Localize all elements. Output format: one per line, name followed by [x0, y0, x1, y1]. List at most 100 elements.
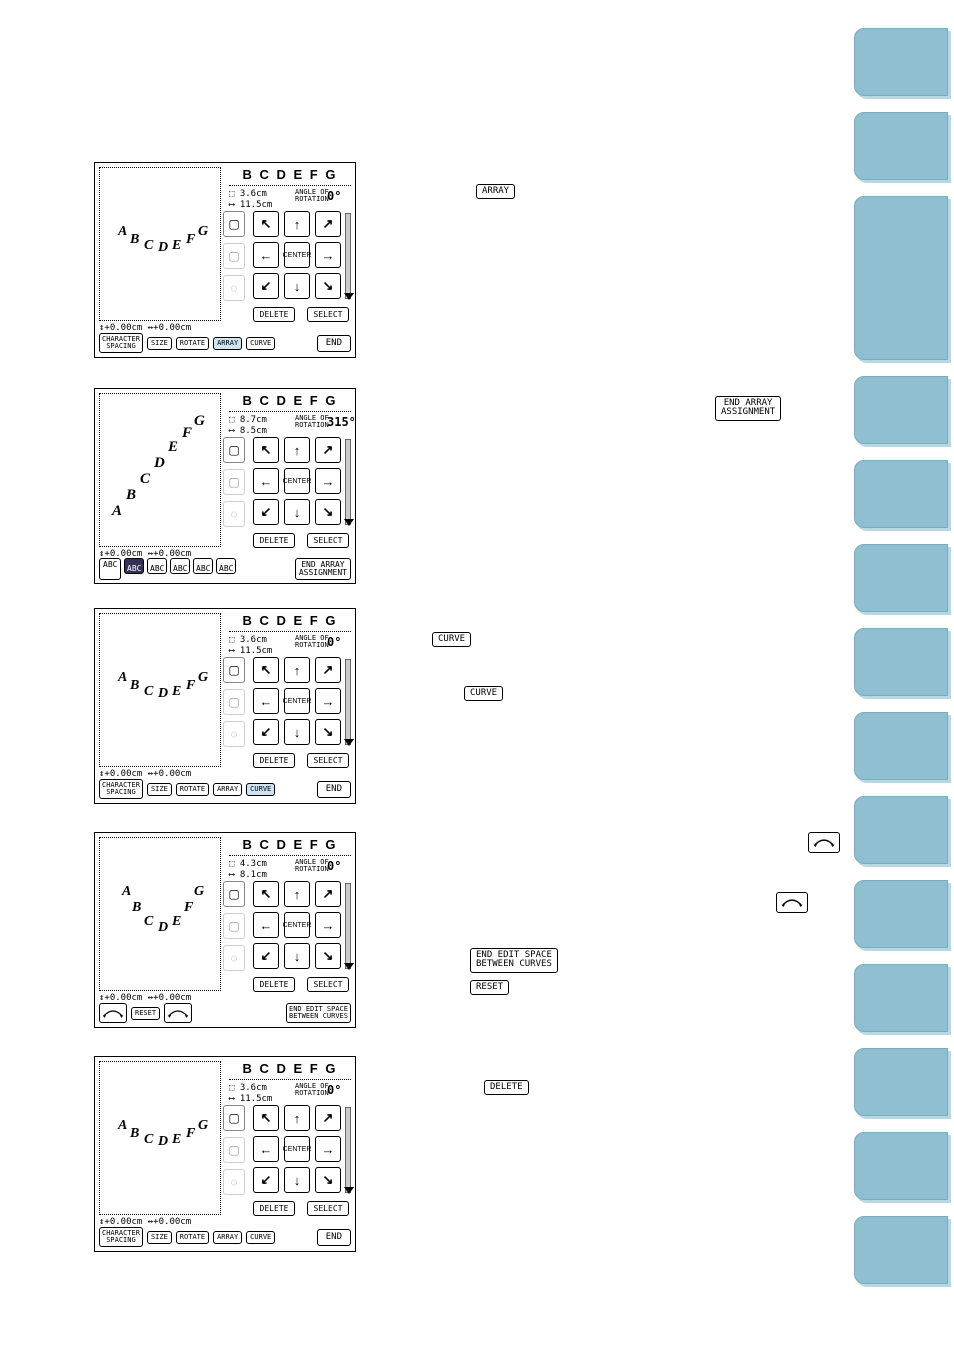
array-button[interactable]: ARRAY	[213, 337, 242, 350]
arrow-down-left-button[interactable]: ↙	[253, 499, 279, 525]
arrow-left-button[interactable]: ←	[253, 242, 279, 268]
arrow-right-button[interactable]: →	[315, 688, 341, 714]
delete-button[interactable]: DELETE	[253, 1201, 295, 1216]
arrow-up-left-button[interactable]: ↖	[253, 881, 279, 907]
size-button[interactable]: SIZE	[147, 337, 172, 350]
delete-button[interactable]: DELETE	[253, 977, 295, 992]
arrow-up-right-button[interactable]: ↗	[315, 657, 341, 683]
side-tab[interactable]	[854, 1216, 948, 1284]
center-button[interactable]: CENTER	[284, 468, 310, 494]
array-style-button[interactable]: ABC	[147, 558, 167, 574]
display-mode-icon[interactable]: ◌	[223, 275, 245, 301]
curve-button[interactable]: CURVE	[246, 783, 275, 796]
arrow-up-button[interactable]: ↑	[284, 881, 310, 907]
speed-slider[interactable]	[345, 659, 351, 745]
curve-narrow-button[interactable]	[99, 1003, 127, 1023]
ref-button[interactable]: DELETE	[484, 1080, 529, 1095]
delete-button[interactable]: DELETE	[253, 533, 295, 548]
end-button[interactable]: END	[317, 781, 351, 798]
arrow-up-right-button[interactable]: ↗	[315, 211, 341, 237]
arrow-right-button[interactable]: →	[315, 242, 341, 268]
arrow-up-right-button[interactable]: ↗	[315, 1105, 341, 1131]
ref-button[interactable]: CURVE	[432, 632, 471, 647]
array-style-button[interactable]: ABC	[99, 558, 121, 579]
display-mode-icon[interactable]: ▢	[223, 1105, 245, 1131]
select-button[interactable]: SELECT	[307, 753, 349, 768]
delete-button[interactable]: DELETE	[253, 307, 295, 322]
speed-slider[interactable]	[345, 883, 351, 969]
arrow-up-button[interactable]: ↑	[284, 1105, 310, 1131]
side-tab[interactable]	[854, 544, 948, 612]
array-button[interactable]: ARRAY	[213, 783, 242, 796]
side-tab[interactable]	[854, 628, 948, 696]
end-array-button[interactable]: END ARRAYASSIGNMENT	[295, 558, 351, 579]
side-tab[interactable]	[854, 712, 948, 780]
arrow-down-button[interactable]: ↓	[284, 499, 310, 525]
arrow-down-right-button[interactable]: ↘	[315, 499, 341, 525]
end-curve-button[interactable]: END EDIT SPACEBETWEEN CURVES	[286, 1003, 351, 1022]
curve-icon-button[interactable]	[808, 832, 840, 853]
display-mode-icon[interactable]: ◌	[223, 945, 245, 971]
arrow-down-left-button[interactable]: ↙	[253, 273, 279, 299]
arrow-right-button[interactable]: →	[315, 912, 341, 938]
curve-wide-button[interactable]	[164, 1003, 192, 1023]
center-button[interactable]: CENTER	[284, 242, 310, 268]
side-tab[interactable]	[854, 1132, 948, 1200]
side-tab[interactable]	[854, 964, 948, 1032]
display-mode-icon[interactable]: ▢	[223, 657, 245, 683]
arrow-up-button[interactable]: ↑	[284, 437, 310, 463]
curve-button[interactable]: CURVE	[246, 1231, 275, 1244]
arrow-up-right-button[interactable]: ↗	[315, 881, 341, 907]
size-button[interactable]: SIZE	[147, 783, 172, 796]
side-tab[interactable]	[854, 460, 948, 528]
ref-button[interactable]: ARRAY	[476, 184, 515, 199]
ref-button[interactable]: RESET	[470, 980, 509, 995]
array-style-button[interactable]: ABC	[170, 558, 190, 574]
display-mode-icon[interactable]: ▢	[223, 689, 245, 715]
arrow-down-left-button[interactable]: ↙	[253, 719, 279, 745]
arrow-up-left-button[interactable]: ↖	[253, 1105, 279, 1131]
charspacing-button[interactable]: CHARACTERSPACING	[99, 333, 143, 352]
display-mode-icon[interactable]: ▢	[223, 437, 245, 463]
arrow-up-button[interactable]: ↑	[284, 657, 310, 683]
size-button[interactable]: SIZE	[147, 1231, 172, 1244]
speed-slider[interactable]	[345, 213, 351, 299]
select-button[interactable]: SELECT	[307, 1201, 349, 1216]
side-tab[interactable]	[854, 796, 948, 864]
arrow-left-button[interactable]: ←	[253, 912, 279, 938]
display-mode-icon[interactable]: ▢	[223, 211, 245, 237]
select-button[interactable]: SELECT	[307, 533, 349, 548]
rotate-button[interactable]: ROTATE	[176, 783, 209, 796]
side-tab[interactable]	[854, 28, 948, 96]
arrow-down-right-button[interactable]: ↘	[315, 943, 341, 969]
display-mode-icon[interactable]: ◌	[223, 501, 245, 527]
curve-icon-button[interactable]	[776, 892, 808, 913]
side-tab[interactable]	[854, 112, 948, 180]
arrow-right-button[interactable]: →	[315, 468, 341, 494]
display-mode-icon[interactable]: ▢	[223, 913, 245, 939]
array-style-button[interactable]: ABC	[124, 558, 144, 574]
arrow-left-button[interactable]: ←	[253, 1136, 279, 1162]
curve-button[interactable]: CURVE	[246, 337, 275, 350]
end-button[interactable]: END	[317, 1229, 351, 1246]
arrow-down-right-button[interactable]: ↘	[315, 273, 341, 299]
display-mode-icon[interactable]: ▢	[223, 469, 245, 495]
delete-button[interactable]: DELETE	[253, 753, 295, 768]
reset-button[interactable]: RESET	[131, 1007, 160, 1020]
ref-button[interactable]: END ARRAYASSIGNMENT	[715, 396, 781, 421]
array-style-button[interactable]: ABC	[193, 558, 213, 574]
display-mode-icon[interactable]: ◌	[223, 1169, 245, 1195]
arrow-up-button[interactable]: ↑	[284, 211, 310, 237]
arrow-up-right-button[interactable]: ↗	[315, 437, 341, 463]
speed-slider[interactable]	[345, 1107, 351, 1193]
arrow-down-left-button[interactable]: ↙	[253, 943, 279, 969]
ref-button[interactable]: END EDIT SPACEBETWEEN CURVES	[470, 948, 558, 973]
arrow-left-button[interactable]: ←	[253, 688, 279, 714]
arrow-down-button[interactable]: ↓	[284, 719, 310, 745]
display-mode-icon[interactable]: ▢	[223, 881, 245, 907]
arrow-down-left-button[interactable]: ↙	[253, 1167, 279, 1193]
center-button[interactable]: CENTER	[284, 912, 310, 938]
side-tab[interactable]	[854, 880, 948, 948]
select-button[interactable]: SELECT	[307, 307, 349, 322]
arrow-down-right-button[interactable]: ↘	[315, 719, 341, 745]
